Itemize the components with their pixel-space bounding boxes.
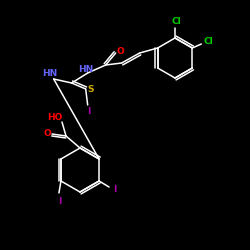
Text: HO: HO (47, 112, 63, 122)
Text: HN: HN (78, 64, 93, 74)
Text: S: S (88, 86, 94, 94)
Text: Cl: Cl (204, 38, 213, 46)
Text: I: I (87, 108, 90, 116)
Text: O: O (43, 128, 51, 138)
Text: I: I (58, 196, 62, 205)
Text: HN: HN (42, 70, 57, 78)
Text: O: O (117, 46, 124, 56)
Text: Cl: Cl (171, 18, 181, 26)
Text: I: I (113, 186, 117, 194)
